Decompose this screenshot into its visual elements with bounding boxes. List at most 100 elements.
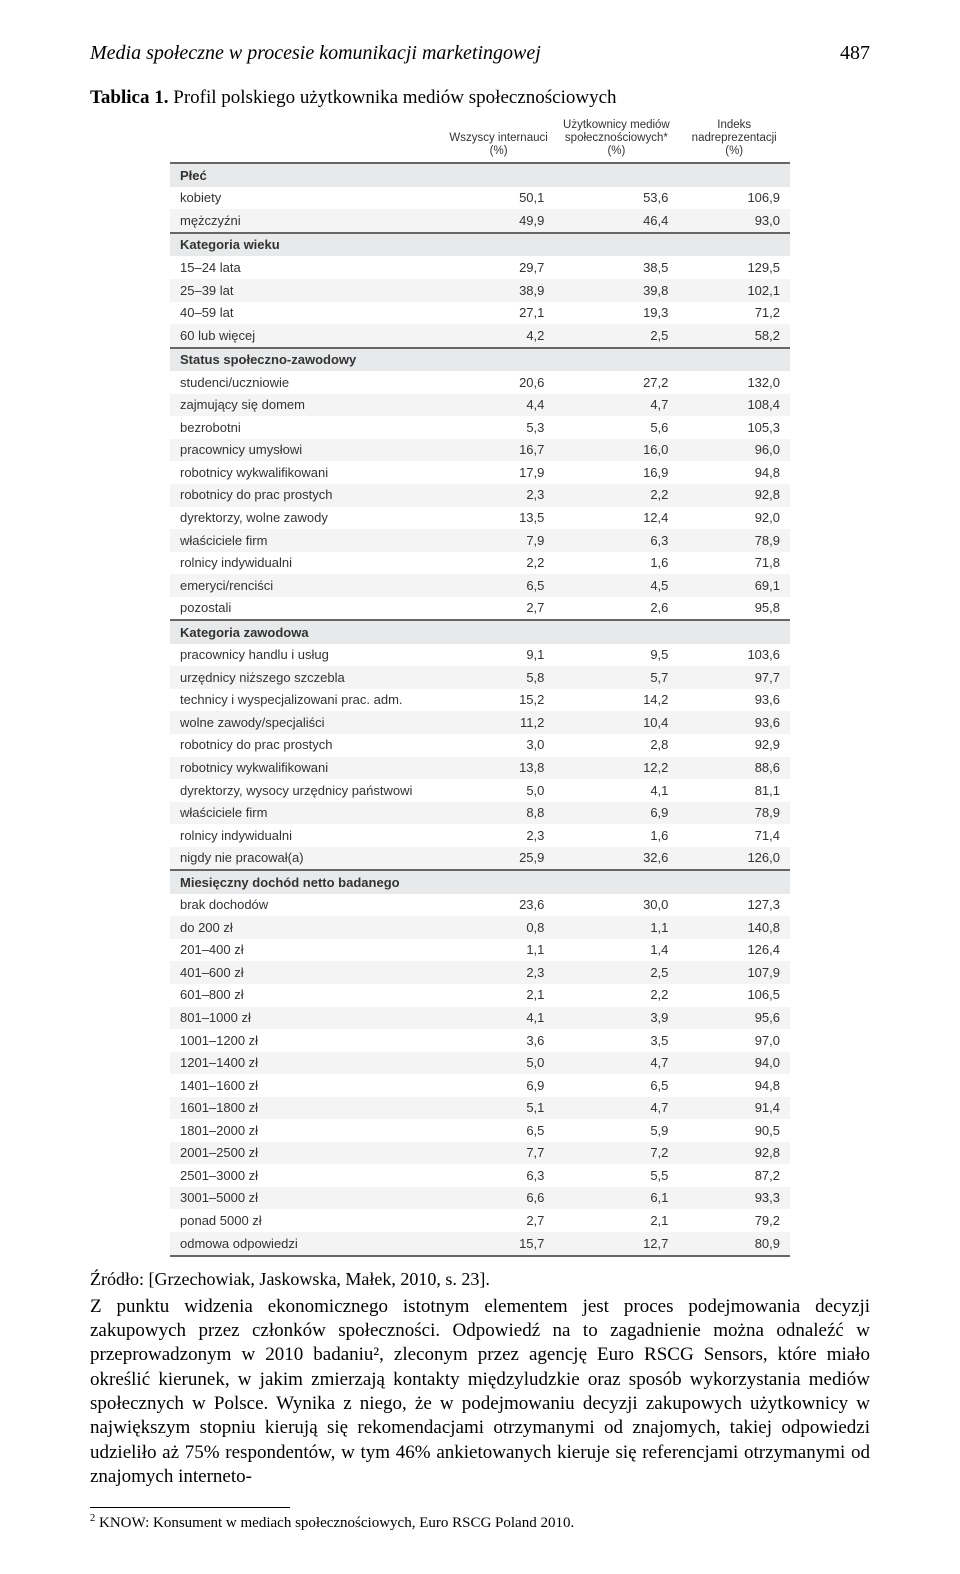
row-label: robotnicy do prac prostych [170,734,443,757]
row-value: 127,3 [678,894,790,917]
row-value: 7,7 [443,1142,555,1165]
row-value: 140,8 [678,916,790,939]
row-value: 2,6 [554,597,678,621]
table-category-row: Kategoria wieku [170,233,790,257]
row-value: 13,8 [443,757,555,780]
table-header-row: Wszyscy internauci (%) Użytkownicy medió… [170,115,790,164]
row-label: rolnicy indywidualni [170,824,443,847]
row-value: 14,2 [554,689,678,712]
row-label: kobiety [170,187,443,210]
table-row: 1801–2000 zł6,55,990,5 [170,1119,790,1142]
row-value: 27,2 [554,371,678,394]
row-value: 6,9 [443,1074,555,1097]
footnote-separator [90,1507,290,1508]
row-value: 71,4 [678,824,790,847]
table-row: studenci/uczniowie20,627,2132,0 [170,371,790,394]
table-category-row: Kategoria zawodowa [170,620,790,644]
table-row: pozostali2,72,695,8 [170,597,790,621]
row-label: brak dochodów [170,894,443,917]
row-value: 96,0 [678,439,790,462]
table-row: 401–600 zł2,32,5107,9 [170,961,790,984]
col-header-all: Wszyscy internauci (%) [443,115,555,164]
row-value: 2,2 [443,552,555,575]
row-label: zajmujący się domem [170,394,443,417]
row-value: 107,9 [678,961,790,984]
row-value: 9,5 [554,644,678,667]
row-value: 4,2 [443,324,555,348]
row-value: 103,6 [678,644,790,667]
row-value: 71,2 [678,302,790,325]
row-label: emeryci/renciści [170,574,443,597]
row-label: 2001–2500 zł [170,1142,443,1165]
row-value: 12,4 [554,507,678,530]
row-label: ponad 5000 zł [170,1209,443,1232]
row-value: 94,8 [678,461,790,484]
row-value: 49,9 [443,209,555,233]
row-value: 87,2 [678,1164,790,1187]
row-label: 601–800 zł [170,984,443,1007]
row-value: 2,1 [554,1209,678,1232]
row-value: 4,1 [554,779,678,802]
row-value: 6,5 [554,1074,678,1097]
row-label: technicy i wyspecjalizowani prac. adm. [170,689,443,712]
row-label: 25–39 lat [170,279,443,302]
footnote-text: KNOW: Konsument w mediach społecznościow… [99,1515,574,1531]
row-value: 92,0 [678,507,790,530]
row-value: 20,6 [443,371,555,394]
row-value: 1,1 [443,939,555,962]
row-value: 88,6 [678,757,790,780]
row-value: 15,2 [443,689,555,712]
row-label: 1201–1400 zł [170,1052,443,1075]
row-value: 78,9 [678,802,790,825]
category-label: Płeć [170,163,790,187]
table-row: 25–39 lat38,939,8102,1 [170,279,790,302]
table-row: technicy i wyspecjalizowani prac. adm.15… [170,689,790,712]
col-header-empty [170,115,443,164]
row-value: 126,4 [678,939,790,962]
row-label: nigdy nie pracował(a) [170,847,443,871]
row-value: 81,1 [678,779,790,802]
row-label: 201–400 zł [170,939,443,962]
table-row: 2501–3000 zł6,35,587,2 [170,1164,790,1187]
row-value: 11,2 [443,711,555,734]
row-value: 29,7 [443,256,555,279]
table-row: 1401–1600 zł6,96,594,8 [170,1074,790,1097]
row-label: 2501–3000 zł [170,1164,443,1187]
row-value: 38,9 [443,279,555,302]
row-value: 12,7 [554,1232,678,1256]
page-number: 487 [840,40,870,67]
row-value: 3,6 [443,1029,555,1052]
row-value: 129,5 [678,256,790,279]
row-value: 90,5 [678,1119,790,1142]
footnote: 2 KNOW: Konsument w mediach społeczności… [90,1512,870,1533]
table-row: brak dochodów23,630,0127,3 [170,894,790,917]
row-value: 93,6 [678,689,790,712]
row-value: 2,5 [554,324,678,348]
category-label: Kategoria zawodowa [170,620,790,644]
row-value: 7,9 [443,529,555,552]
row-value: 91,4 [678,1097,790,1120]
row-value: 6,5 [443,1119,555,1142]
row-value: 1,4 [554,939,678,962]
row-value: 5,3 [443,416,555,439]
row-value: 0,8 [443,916,555,939]
row-value: 79,2 [678,1209,790,1232]
row-value: 1,6 [554,552,678,575]
row-value: 5,5 [554,1164,678,1187]
row-value: 8,8 [443,802,555,825]
row-value: 16,7 [443,439,555,462]
row-label: robotnicy wykwalifikowani [170,461,443,484]
table-row: emeryci/renciści6,54,569,1 [170,574,790,597]
table-row: 201–400 zł1,11,4126,4 [170,939,790,962]
row-label: do 200 zł [170,916,443,939]
row-value: 6,6 [443,1187,555,1210]
row-value: 6,1 [554,1187,678,1210]
row-label: 1601–1800 zł [170,1097,443,1120]
row-value: 5,9 [554,1119,678,1142]
row-value: 6,3 [443,1164,555,1187]
table-row: rolnicy indywidualni2,21,671,8 [170,552,790,575]
row-value: 2,8 [554,734,678,757]
table-row: właściciele firm7,96,378,9 [170,529,790,552]
row-value: 2,3 [443,824,555,847]
row-value: 95,8 [678,597,790,621]
